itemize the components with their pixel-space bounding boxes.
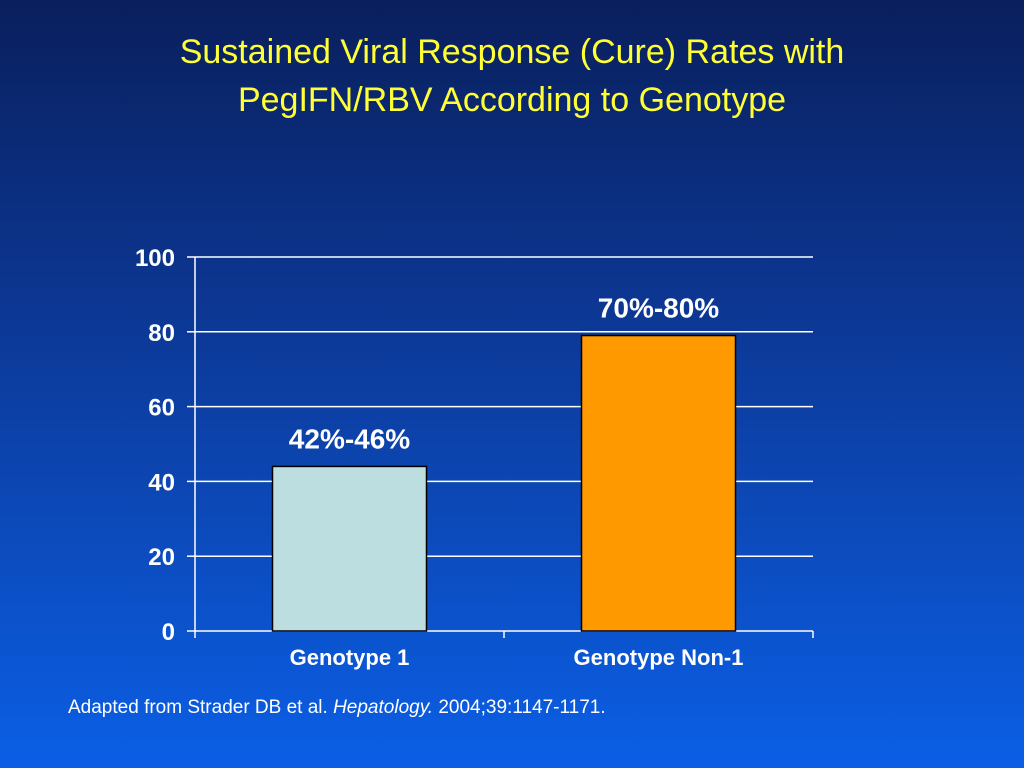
- slide-title: Sustained Viral Response (Cure) Rates wi…: [0, 28, 1024, 124]
- bar-genotype-1: [271, 465, 428, 632]
- y-tick-label: 40: [148, 469, 175, 496]
- citation: Adapted from Strader DB et al. Hepatolog…: [68, 697, 606, 719]
- y-tick-label: 0: [162, 619, 175, 646]
- x-category-label: Genotype Non-1: [574, 645, 744, 670]
- data-label: 70%-80%: [598, 293, 720, 324]
- title-line-1: Sustained Viral Response (Cure) Rates wi…: [179, 33, 845, 71]
- y-tick-label: 80: [148, 320, 175, 347]
- data-label: 42%-46%: [289, 423, 411, 454]
- y-tick-label: 100: [135, 245, 175, 272]
- citation-prefix: Adapted from Strader DB et al.: [68, 697, 328, 718]
- y-tick-label: 60: [148, 395, 175, 422]
- title-line-2: PegIFN/RBV According to Genotype: [237, 81, 787, 119]
- citation-journal: Hepatology.: [333, 697, 434, 718]
- y-tick-label: 20: [148, 544, 175, 571]
- bar-genotype-non-1: [580, 334, 737, 632]
- citation-suffix: 2004;39:1147-1171.: [438, 697, 606, 718]
- x-category-label: Genotype 1: [290, 645, 410, 670]
